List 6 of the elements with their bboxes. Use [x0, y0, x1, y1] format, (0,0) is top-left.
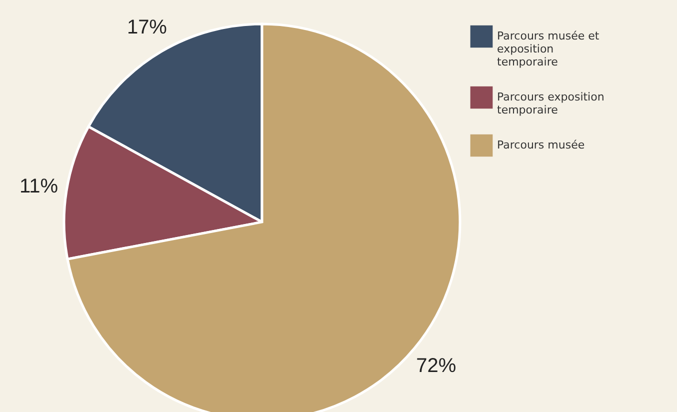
data-label: 11%	[20, 176, 58, 198]
data-label: 17%	[126, 16, 168, 38]
legend-label: Parcours musée et exposition temporaire	[497, 30, 600, 68]
data-label: 72%	[416, 355, 456, 378]
legend-label: Parcours exposition temporaire	[497, 90, 604, 116]
legend-label: Parcours musée	[497, 138, 585, 152]
